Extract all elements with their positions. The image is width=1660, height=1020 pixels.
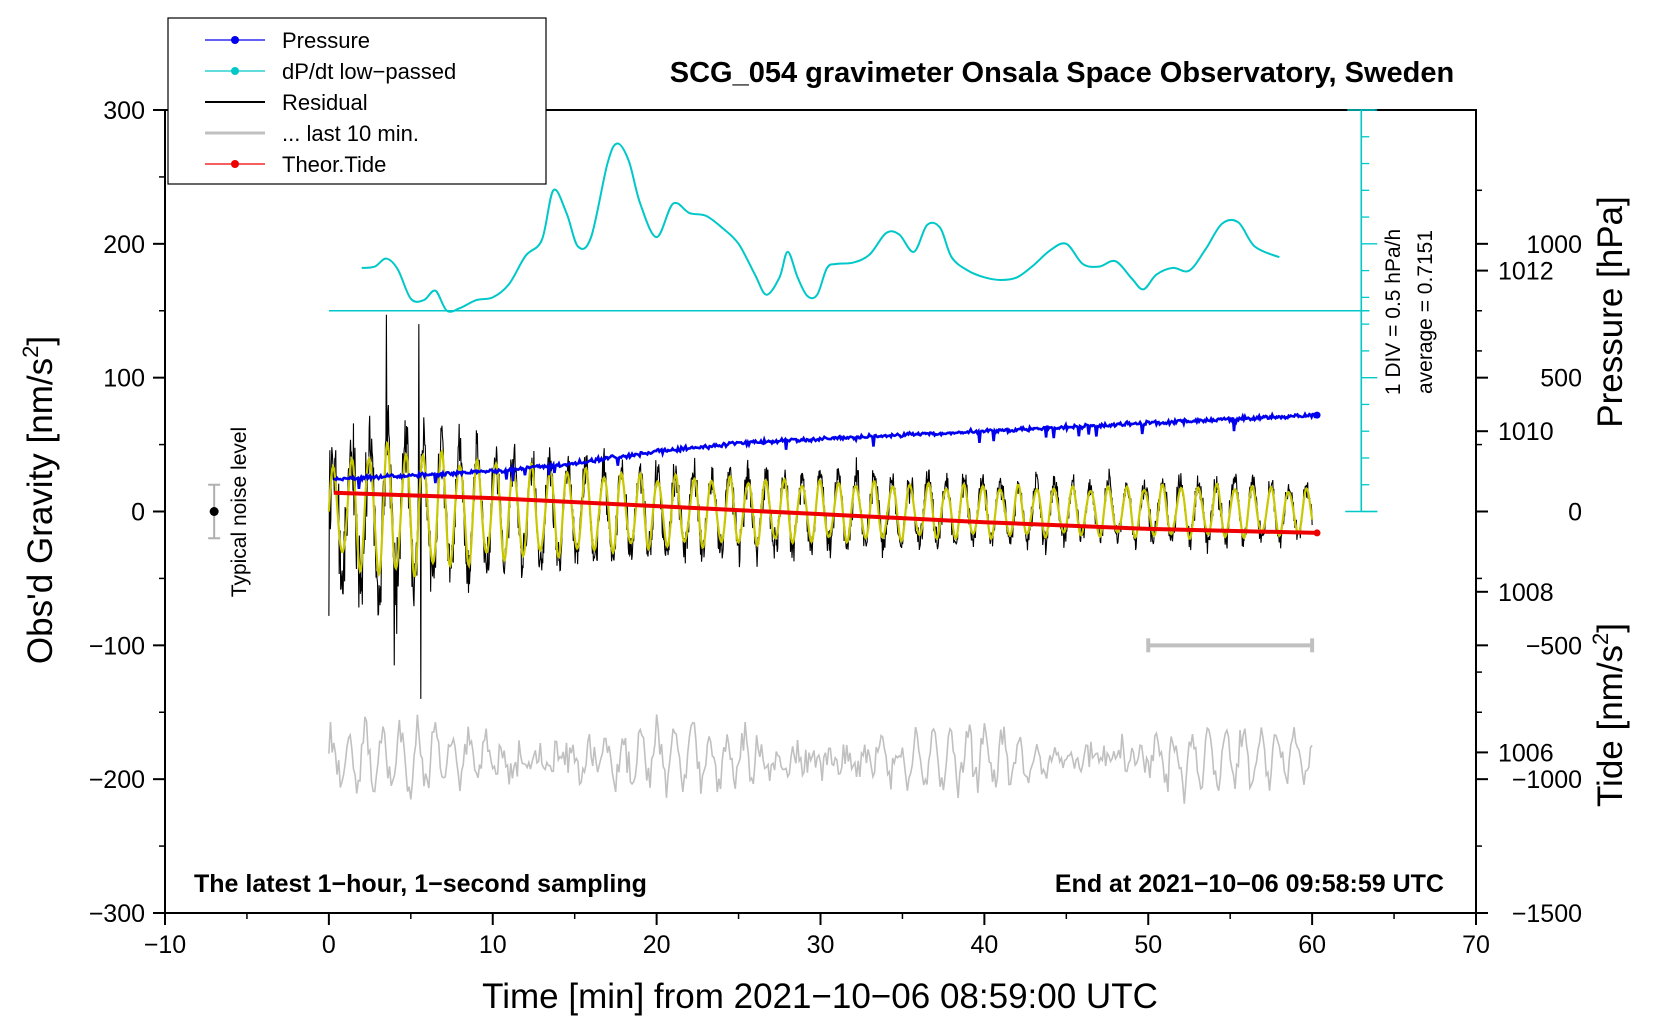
series-last10-line xyxy=(328,714,1313,804)
x-tick-label: −10 xyxy=(144,931,186,959)
average-label: average = 0.7151 xyxy=(1414,230,1437,394)
note-bottom-left: The latest 1−hour, 1−second sampling xyxy=(194,870,647,898)
series-dpdt-line xyxy=(361,142,1280,313)
x-tick-label: 0 xyxy=(322,931,336,959)
legend: Pressure dP/dt low−passed Residual ... l… xyxy=(167,17,547,185)
y-axis-title-tide-sup: 2 xyxy=(1588,633,1613,645)
legend-label-residual: Residual xyxy=(282,90,368,115)
y-pressure-tick-label: 1010 xyxy=(1498,418,1554,446)
series-tide-end-marker xyxy=(1313,529,1321,537)
y-left-tick-label: −200 xyxy=(89,766,145,794)
series-tide-line xyxy=(333,490,1318,535)
legend-marker-dpdt xyxy=(231,67,239,75)
y-left-tick-label: −300 xyxy=(89,900,145,928)
series-pressure-line xyxy=(333,411,1319,489)
legend-label-dpdt: dP/dt low−passed xyxy=(282,59,456,84)
x-tick-label: 20 xyxy=(643,931,671,959)
annotation-layer xyxy=(208,109,1378,653)
legend-entry-pressure: Pressure xyxy=(205,28,370,53)
y-axis-title-left-main: Obs'd Gravity [nm/s xyxy=(21,358,60,664)
noise-dot xyxy=(209,507,219,516)
y-pressure-tick-label: 1008 xyxy=(1498,579,1554,607)
series-smoothed-line xyxy=(327,440,1314,578)
y-left-tick-label: −100 xyxy=(89,632,145,660)
y-tide-tick-label: 1000 xyxy=(1526,231,1582,259)
y-axis-title-pressure: Pressure [hPa] xyxy=(1591,196,1630,428)
axes-layer: −10 0 10 20 30 40 50 60 70−300−200−1000100200300… xyxy=(89,97,1582,959)
y-left-tick-label: 0 xyxy=(131,499,145,527)
y-left-tick-label: 300 xyxy=(103,97,145,125)
y-left-tick-label: 200 xyxy=(103,231,145,259)
y-axis-title-tide: Tide [nm/s2] xyxy=(1588,623,1630,807)
y-axis-title-tide-close: ] xyxy=(1591,623,1630,633)
chart-title: SCG_054 gravimeter Onsala Space Observat… xyxy=(670,57,1454,89)
legend-label-last10: ... last 10 min. xyxy=(282,121,419,146)
y-tide-tick-label: 500 xyxy=(1540,365,1582,393)
y-pressure-tick-label: 1006 xyxy=(1498,739,1554,767)
x-tick-label: 70 xyxy=(1462,931,1490,959)
x-tick-label: 30 xyxy=(807,931,835,959)
x-tick-label: 40 xyxy=(970,931,998,959)
legend-label-pressure: Pressure xyxy=(282,28,370,53)
legend-entry-dpdt: dP/dt low−passed xyxy=(205,59,456,84)
x-tick-label: 10 xyxy=(479,931,507,959)
legend-entry-residual: Residual xyxy=(205,90,368,115)
y-axis-title-tide-main: Tide [nm/s xyxy=(1591,645,1630,807)
y-axis-title-left-sup: 2 xyxy=(18,346,43,358)
legend-label-tide: Theor.Tide xyxy=(282,152,386,177)
x-axis-title: Time [min] from 2021−10−06 08:59:00 UTC xyxy=(482,977,1158,1016)
y-axis-title-left: Obs'd Gravity [nm/s2] xyxy=(18,336,60,664)
y-left-tick-label: 100 xyxy=(103,365,145,393)
legend-marker-pressure xyxy=(231,36,239,44)
y-axis-title-left-close: ] xyxy=(21,336,60,346)
series-pressure-end-marker xyxy=(1313,411,1321,419)
series-layer xyxy=(327,142,1321,804)
div-scale-label: 1 DIV = 0.5 hPa/h xyxy=(1382,229,1405,395)
note-bottom-right: End at 2021−10−06 09:58:59 UTC xyxy=(1055,870,1444,898)
y-tide-tick-label: −1000 xyxy=(1512,766,1582,794)
y-tide-tick-label: −500 xyxy=(1526,632,1582,660)
x-tick-label: 50 xyxy=(1134,931,1162,959)
legend-entry-last10: ... last 10 min. xyxy=(205,121,419,146)
y-tide-tick-label: −1500 xyxy=(1512,900,1582,928)
x-tick-label: 60 xyxy=(1298,931,1326,959)
noise-level-label: Typical noise level xyxy=(228,427,251,597)
legend-entry-tide: Theor.Tide xyxy=(205,152,386,177)
legend-marker-tide xyxy=(231,160,239,168)
y-pressure-tick-label: 1012 xyxy=(1498,258,1554,286)
y-tide-tick-label: 0 xyxy=(1568,499,1582,527)
